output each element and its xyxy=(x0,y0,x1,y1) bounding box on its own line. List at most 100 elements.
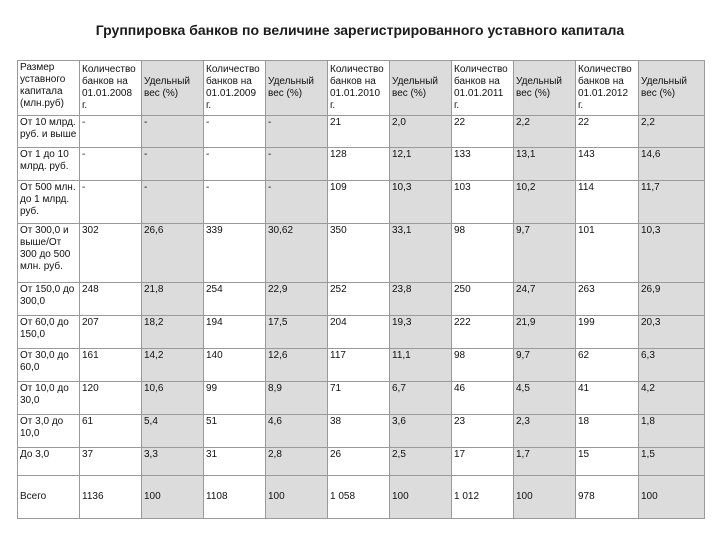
table-cell: 98 xyxy=(451,223,514,283)
table-cell: 3,6 xyxy=(389,414,452,448)
table-cell: 252 xyxy=(327,282,390,316)
table-cell: 37 xyxy=(79,447,142,476)
table-cell: 100 xyxy=(141,475,204,519)
table-cell: - xyxy=(203,147,266,181)
table-cell: От 1 до 10 млрд. руб. xyxy=(17,147,80,181)
table-cell: 15 xyxy=(575,447,639,476)
table-cell: 117 xyxy=(327,348,390,382)
table-cell: 14,2 xyxy=(141,348,204,382)
table-cell: 38 xyxy=(327,414,390,448)
table-cell: 26,6 xyxy=(141,223,204,283)
table-cell: От 10,0 до 30,0 xyxy=(17,381,80,415)
table-cell: 22,9 xyxy=(265,282,328,316)
header-cell: Количество банков на 01.01.2010 г. xyxy=(327,60,390,116)
table-row: От 10 млрд. руб. и выше - - - - 21 2,0 2… xyxy=(17,115,705,148)
table-cell: 133 xyxy=(451,147,514,181)
table-cell: 8,9 xyxy=(265,381,328,415)
table-cell: 4,6 xyxy=(265,414,328,448)
table-cell: До 3,0 xyxy=(17,447,80,476)
header-cell: Количество банков на 01.01.2008 г. xyxy=(79,60,142,116)
table-cell: 21 xyxy=(327,115,390,148)
header-cell: Удельный вес (%) xyxy=(141,60,204,116)
table-cell: 254 xyxy=(203,282,266,316)
table-cell: 5,4 xyxy=(141,414,204,448)
table-cell: 128 xyxy=(327,147,390,181)
table-cell: 194 xyxy=(203,315,266,349)
table-cell: 10,3 xyxy=(638,223,705,283)
table-cell: 62 xyxy=(575,348,639,382)
table-cell: 11,1 xyxy=(389,348,452,382)
table-cell: 22 xyxy=(451,115,514,148)
header-cell: Удельный вес (%) xyxy=(265,60,328,116)
table-cell: 199 xyxy=(575,315,639,349)
table-row: От 10,0 до 30,0 120 10,6 99 8,9 71 6,7 4… xyxy=(17,381,705,415)
header-cell: Количество банков на 01.01.2011 г. xyxy=(451,60,514,116)
table-row: От 60,0 до 150,0 207 18,2 194 17,5 204 1… xyxy=(17,315,705,349)
table-cell: 100 xyxy=(389,475,452,519)
table-cell: 1136 xyxy=(79,475,142,519)
table-cell: 2,8 xyxy=(265,447,328,476)
table-cell: 10,6 xyxy=(141,381,204,415)
table-cell: 20,3 xyxy=(638,315,705,349)
header-cell: Удельный вес (%) xyxy=(513,60,576,116)
table-cell: 101 xyxy=(575,223,639,283)
table-cell: 4,2 xyxy=(638,381,705,415)
table-cell: Всего xyxy=(17,475,80,519)
table-cell: От 150,0 до 300,0 xyxy=(17,282,80,316)
table-cell: 4,5 xyxy=(513,381,576,415)
header-cell: Удельный вес (%) xyxy=(389,60,452,116)
header-cell: Количество банков на 01.01.2009 г. xyxy=(203,60,266,116)
table-cell: 1,8 xyxy=(638,414,705,448)
header-cell: Удельный вес (%) xyxy=(638,60,705,116)
table-cell: 103 xyxy=(451,180,514,224)
table-cell: 46 xyxy=(451,381,514,415)
table-row: До 3,0 37 3,3 31 2,8 26 2,5 17 1,7 15 1,… xyxy=(17,447,705,476)
table-cell: 120 xyxy=(79,381,142,415)
table-cell: 6,3 xyxy=(638,348,705,382)
table-cell: - xyxy=(79,180,142,224)
table-cell: 1,5 xyxy=(638,447,705,476)
table-cell: 143 xyxy=(575,147,639,181)
table-cell: 2,2 xyxy=(638,115,705,148)
table-cell: - xyxy=(79,115,142,148)
header-cell: Размер уставного капитала (млн.руб) xyxy=(17,60,80,116)
table-cell: 2,5 xyxy=(389,447,452,476)
table-cell: 98 xyxy=(451,348,514,382)
table-cell: 17,5 xyxy=(265,315,328,349)
table-cell: 204 xyxy=(327,315,390,349)
table-row: От 500 млн. до 1 млрд. руб. - - - - 109 … xyxy=(17,180,705,224)
table-cell: 250 xyxy=(451,282,514,316)
table-cell: 10,3 xyxy=(389,180,452,224)
header-row: Размер уставного капитала (млн.руб) Коли… xyxy=(17,60,705,116)
table-cell: 100 xyxy=(265,475,328,519)
table-cell: 51 xyxy=(203,414,266,448)
table-cell: 9,7 xyxy=(513,348,576,382)
table-cell: 21,8 xyxy=(141,282,204,316)
header-cell: Количество банков на 01.01.2012 г. xyxy=(575,60,639,116)
table-row: От 300,0 и выше/От 300 до 500 млн. руб. … xyxy=(17,223,705,283)
table-cell: От 30,0 до 60,0 xyxy=(17,348,80,382)
table-cell: 18 xyxy=(575,414,639,448)
table-cell: - xyxy=(141,115,204,148)
table-cell: 350 xyxy=(327,223,390,283)
table-cell: - xyxy=(203,180,266,224)
table-cell: 100 xyxy=(513,475,576,519)
table-cell: 99 xyxy=(203,381,266,415)
table-cell: От 3,0 до 10,0 xyxy=(17,414,80,448)
table-cell: 23,8 xyxy=(389,282,452,316)
table-cell: 3,3 xyxy=(141,447,204,476)
table-row: От 150,0 до 300,0 248 21,8 254 22,9 252 … xyxy=(17,282,705,316)
table-cell: - xyxy=(265,147,328,181)
table-cell: - xyxy=(265,115,328,148)
table-cell: 31 xyxy=(203,447,266,476)
table-cell: - xyxy=(203,115,266,148)
table-cell: 21,9 xyxy=(513,315,576,349)
table-cell: 1 058 xyxy=(327,475,390,519)
table-cell: 100 xyxy=(638,475,705,519)
table-cell: 22 xyxy=(575,115,639,148)
table-cell: 109 xyxy=(327,180,390,224)
table-cell: 339 xyxy=(203,223,266,283)
table-cell: 30,62 xyxy=(265,223,328,283)
table-cell: 114 xyxy=(575,180,639,224)
table-cell: 2,2 xyxy=(513,115,576,148)
